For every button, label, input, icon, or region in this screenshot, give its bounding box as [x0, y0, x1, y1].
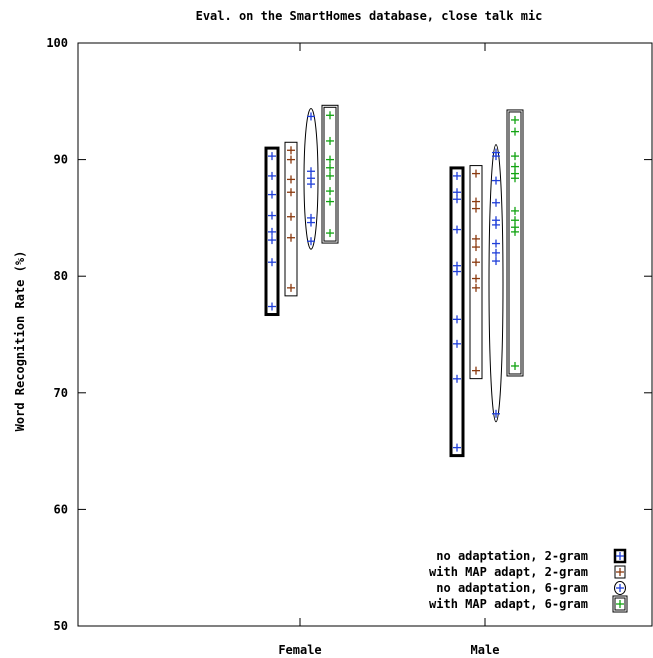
data-point [268, 227, 276, 236]
data-point [287, 212, 295, 221]
legend-entry-label: with MAP adapt, 2-gram [429, 565, 588, 579]
data-point [472, 366, 480, 375]
y-tick-label: 70 [54, 386, 68, 400]
y-tick-label: 60 [54, 502, 68, 516]
data-point [453, 188, 461, 197]
y-ticks: 50 60 70 80 90 100 [46, 36, 652, 633]
data-point [511, 216, 519, 225]
data-point [472, 204, 480, 213]
data-point [268, 190, 276, 199]
data-point [326, 163, 334, 172]
data-point [287, 283, 295, 292]
y-tick-label: 100 [46, 36, 68, 50]
data-point [511, 162, 519, 171]
legend-entry-label: no adaptation, 2-gram [436, 549, 588, 563]
data-point [287, 188, 295, 197]
data-point [492, 248, 500, 257]
plot-frame [77, 42, 653, 627]
chart-marks [264, 104, 524, 458]
series-4-female-range [321, 104, 339, 244]
data-point [453, 443, 461, 452]
data-point [511, 115, 519, 124]
data-point [326, 229, 334, 238]
x-tick-label: Male [471, 643, 500, 657]
data-point [326, 187, 334, 196]
data-point [326, 197, 334, 206]
data-point [453, 171, 461, 180]
data-point [453, 195, 461, 204]
data-point [492, 148, 500, 157]
data-point [268, 258, 276, 267]
data-point [492, 176, 500, 185]
data-point [511, 127, 519, 136]
data-point [307, 174, 315, 183]
data-point [453, 374, 461, 383]
data-point [453, 261, 461, 270]
legend-symbol-inner [614, 597, 626, 611]
legend: no adaptation, 2-gram with MAP adapt, 2-g… [429, 548, 628, 613]
data-point [326, 136, 334, 145]
data-point [511, 361, 519, 370]
legend-symbol [614, 565, 626, 579]
data-point [268, 302, 276, 311]
data-point [287, 155, 295, 164]
data-point [287, 146, 295, 155]
x-tick-label: Female [278, 643, 321, 657]
data-point [472, 243, 480, 252]
series-4-male-range [506, 109, 524, 377]
data-point [492, 409, 500, 418]
series-4-male-range-inner [508, 111, 522, 375]
data-point [268, 211, 276, 220]
data-point [307, 112, 315, 121]
chart-title: Eval. on the SmartHomes database, close … [196, 9, 543, 23]
data-point [472, 283, 480, 292]
data-point [287, 175, 295, 184]
legend-symbol [613, 548, 627, 564]
series-1-female-range [264, 146, 280, 317]
legend-entry-label: with MAP adapt, 6-gram [429, 597, 588, 611]
data-point [472, 234, 480, 243]
data-point [511, 206, 519, 215]
series-2-male-range [469, 165, 483, 380]
data-point [511, 169, 519, 178]
data-point [326, 171, 334, 180]
data-point [268, 236, 276, 245]
legend-symbol [614, 581, 626, 595]
data-point [326, 111, 334, 120]
legend-entry-label: no adaptation, 6-gram [436, 581, 588, 595]
data-point [453, 315, 461, 324]
data-point [307, 167, 315, 176]
data-point [453, 225, 461, 234]
data-point [268, 152, 276, 161]
data-point [268, 171, 276, 180]
series-1-male-range [449, 166, 465, 458]
series-2-female-range [284, 141, 298, 297]
y-axis-label: Word Recognition Rate (%) [13, 251, 27, 432]
y-tick-label: 50 [54, 619, 68, 633]
data-point [472, 197, 480, 206]
data-point [492, 216, 500, 225]
data-point [492, 257, 500, 266]
data-point [511, 152, 519, 161]
data-point [287, 233, 295, 242]
data-point [307, 237, 315, 246]
data-point [472, 258, 480, 267]
data-point [307, 213, 315, 222]
legend-symbol [612, 595, 628, 613]
data-point [511, 223, 519, 232]
series-3-male-range [488, 144, 504, 423]
x-ticks: Female Male [278, 43, 499, 657]
data-point [492, 198, 500, 207]
data-point [492, 239, 500, 248]
series-3-female-range [303, 107, 319, 250]
y-tick-label: 90 [54, 153, 68, 167]
data-point [453, 339, 461, 348]
data-point [472, 169, 480, 178]
data-point [326, 155, 334, 164]
data-point [472, 274, 480, 283]
y-tick-label: 80 [54, 269, 68, 283]
series-4-female-range-inner [323, 106, 337, 242]
